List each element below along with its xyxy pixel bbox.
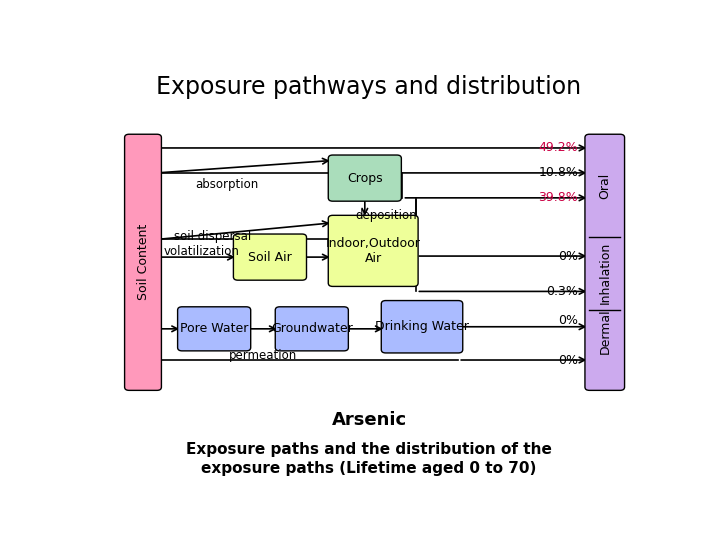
Text: Exposure pathways and distribution: Exposure pathways and distribution: [156, 75, 582, 99]
Text: Oral: Oral: [598, 172, 611, 199]
FancyBboxPatch shape: [328, 155, 401, 201]
Text: Exposure paths and the distribution of the: Exposure paths and the distribution of t…: [186, 442, 552, 457]
FancyBboxPatch shape: [275, 307, 348, 351]
FancyBboxPatch shape: [328, 215, 418, 286]
Text: Inhalation: Inhalation: [598, 241, 611, 304]
Text: 49.2%: 49.2%: [539, 141, 578, 154]
Text: deposition: deposition: [355, 209, 417, 222]
Text: exposure paths (Lifetime aged 0 to 70): exposure paths (Lifetime aged 0 to 70): [202, 461, 536, 476]
Text: Soil Air: Soil Air: [248, 251, 292, 264]
Text: 0%: 0%: [558, 354, 578, 367]
Text: 10.8%: 10.8%: [539, 166, 578, 179]
Text: soil dispersal: soil dispersal: [174, 230, 251, 242]
Text: 0%: 0%: [558, 314, 578, 327]
Text: Indoor,Outdoor
Air: Indoor,Outdoor Air: [325, 237, 420, 265]
FancyBboxPatch shape: [382, 301, 463, 353]
Text: Dermal: Dermal: [598, 308, 611, 354]
Text: absorption: absorption: [195, 178, 258, 191]
FancyBboxPatch shape: [585, 134, 624, 390]
Text: 0.3%: 0.3%: [546, 285, 578, 298]
FancyBboxPatch shape: [178, 307, 251, 351]
Text: 0%: 0%: [558, 249, 578, 262]
Text: Crops: Crops: [347, 172, 382, 185]
Text: Groundwater: Groundwater: [271, 322, 353, 335]
Text: 39.8%: 39.8%: [539, 191, 578, 204]
Text: Drinking Water: Drinking Water: [375, 320, 469, 333]
FancyBboxPatch shape: [233, 234, 307, 280]
Text: Arsenic: Arsenic: [331, 411, 407, 429]
FancyBboxPatch shape: [125, 134, 161, 390]
Text: permeation: permeation: [229, 349, 297, 362]
Text: volatilization: volatilization: [163, 245, 240, 259]
Text: Soil Content: Soil Content: [137, 224, 150, 300]
Text: Pore Water: Pore Water: [180, 322, 248, 335]
